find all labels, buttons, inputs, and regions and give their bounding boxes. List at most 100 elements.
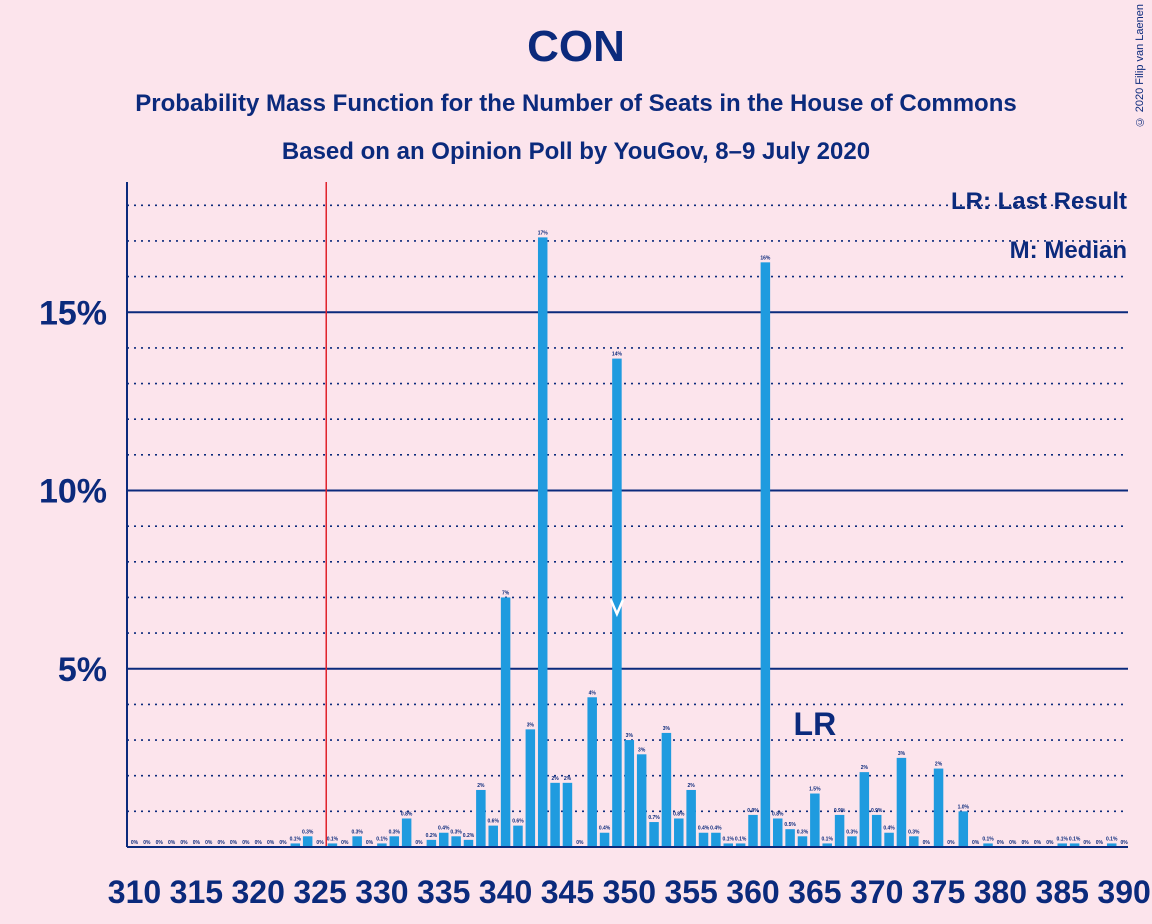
bar-340 — [500, 597, 511, 847]
x-tick-335: 335 — [417, 874, 470, 910]
bar-label-354: 0.8% — [673, 811, 685, 817]
annotations: LR — [325, 182, 837, 847]
bar-label-326: 0.1% — [327, 836, 339, 842]
bar-label-372: 3% — [898, 751, 906, 757]
bar-326 — [327, 843, 338, 847]
bar-label-369: 2% — [861, 765, 869, 771]
bar-353 — [661, 732, 672, 847]
bar-value-labels: 0% 0% 0% 0% 0% 0% 0% 0% 0% 0% 0% 0% 0%0.1%0.3%0%0.1%… — [131, 230, 1128, 846]
bar-label-324: 0.3% — [302, 829, 314, 835]
bar-label-377: 1.0% — [958, 804, 970, 810]
x-tick-390: 390 — [1097, 874, 1150, 910]
bar-368 — [847, 836, 857, 847]
bar-label-362: 0.8% — [772, 811, 784, 817]
bar-label-351: 3% — [638, 747, 646, 753]
bar-label-379: 0.1% — [982, 836, 994, 842]
chart-source-subtitle: Based on an Opinion Poll by YouGov, 8–9 … — [281, 138, 871, 165]
bars — [290, 237, 1117, 848]
bar-356 — [698, 832, 709, 847]
bar-label-336: 0.3% — [450, 829, 462, 835]
bar-365 — [810, 793, 820, 847]
bar-352 — [649, 822, 659, 847]
bar-377 — [958, 811, 969, 847]
bar-label-332: 0.8% — [401, 811, 413, 817]
bar-369 — [859, 772, 870, 847]
bar-355 — [686, 789, 696, 847]
bar-label-352: 0.7% — [648, 815, 660, 821]
bar-label-381: 0% — [1009, 840, 1017, 846]
bar-358 — [723, 843, 734, 847]
bar-label-387: 0% — [1083, 840, 1091, 846]
bar-label-339: 0.6% — [488, 819, 500, 825]
bar-label-365: 1.5% — [809, 787, 821, 793]
bar-364 — [797, 836, 808, 847]
bar-375 — [933, 768, 944, 847]
bar-366 — [822, 843, 832, 847]
bar-label-355: 2% — [688, 783, 696, 789]
last-result-label: LR — [794, 706, 837, 742]
bar-label-333: 0% — [415, 840, 423, 846]
bar-385 — [1057, 843, 1067, 847]
bar-354 — [674, 818, 684, 847]
x-tick-385: 385 — [1036, 874, 1089, 910]
bar-label-310: 0% — [131, 840, 139, 846]
x-tick-310: 310 — [108, 874, 161, 910]
bar-360 — [748, 814, 758, 847]
bar-334 — [426, 839, 437, 847]
x-tick-325: 325 — [293, 874, 346, 910]
bar-label-366: 0.1% — [822, 836, 834, 842]
bar-373 — [909, 836, 919, 847]
bar-348 — [599, 832, 610, 847]
bar-label-357: 0.4% — [710, 826, 722, 832]
x-tick-320: 320 — [232, 874, 285, 910]
y-tick-15: 15% — [39, 294, 107, 332]
x-tick-350: 350 — [603, 874, 656, 910]
bar-359 — [735, 843, 746, 847]
bar-label-345: 2% — [564, 776, 572, 782]
bar-370 — [871, 814, 882, 847]
bar-label-327: 0% — [341, 840, 349, 846]
bar-label-349: 14% — [612, 352, 623, 358]
bar-label-346: 0% — [576, 840, 584, 846]
bar-label-314: 0% — [180, 840, 188, 846]
bar-350 — [624, 740, 635, 847]
bar-362 — [772, 818, 783, 847]
bar-label-337: 0.2% — [463, 833, 475, 839]
bar-331 — [389, 836, 400, 847]
bar-341 — [513, 825, 523, 847]
bar-label-323: 0.1% — [290, 836, 302, 842]
bar-label-389: 0.1% — [1106, 836, 1118, 842]
bar-label-342: 3% — [527, 722, 535, 728]
bar-label-363: 0.5% — [784, 822, 796, 828]
bar-351 — [636, 754, 647, 847]
legend-median: M: Median — [1010, 237, 1127, 264]
bar-label-340: 7% — [502, 590, 510, 596]
bar-label-380: 0% — [997, 840, 1005, 846]
x-tick-340: 340 — [479, 874, 532, 910]
bar-343 — [537, 237, 548, 847]
bar-label-344: 2% — [551, 776, 559, 782]
bar-label-325: 0% — [316, 840, 324, 846]
bar-label-350: 3% — [626, 733, 634, 739]
bar-label-328: 0.3% — [351, 829, 363, 835]
bar-label-318: 0% — [230, 840, 238, 846]
bar-label-382: 0% — [1022, 840, 1030, 846]
bar-330 — [377, 843, 387, 847]
bar-label-353: 3% — [663, 726, 671, 732]
bar-label-316: 0% — [205, 840, 213, 846]
bar-label-331: 0.3% — [389, 829, 401, 835]
bar-label-374: 0% — [923, 840, 931, 846]
bar-324 — [302, 836, 313, 847]
bar-label-373: 0.3% — [908, 829, 920, 835]
bar-label-330: 0.1% — [376, 836, 388, 842]
bar-label-313: 0% — [168, 840, 176, 846]
bar-386 — [1069, 843, 1080, 847]
bar-label-358: 0.1% — [723, 836, 735, 842]
bar-label-367: 0.9% — [834, 808, 846, 814]
bar-332 — [401, 818, 412, 847]
bar-label-317: 0% — [217, 840, 225, 846]
bar-label-376: 0% — [947, 840, 955, 846]
bar-label-361: 16% — [760, 255, 771, 261]
bar-label-343: 17% — [538, 230, 549, 236]
bar-label-320: 0% — [255, 840, 263, 846]
